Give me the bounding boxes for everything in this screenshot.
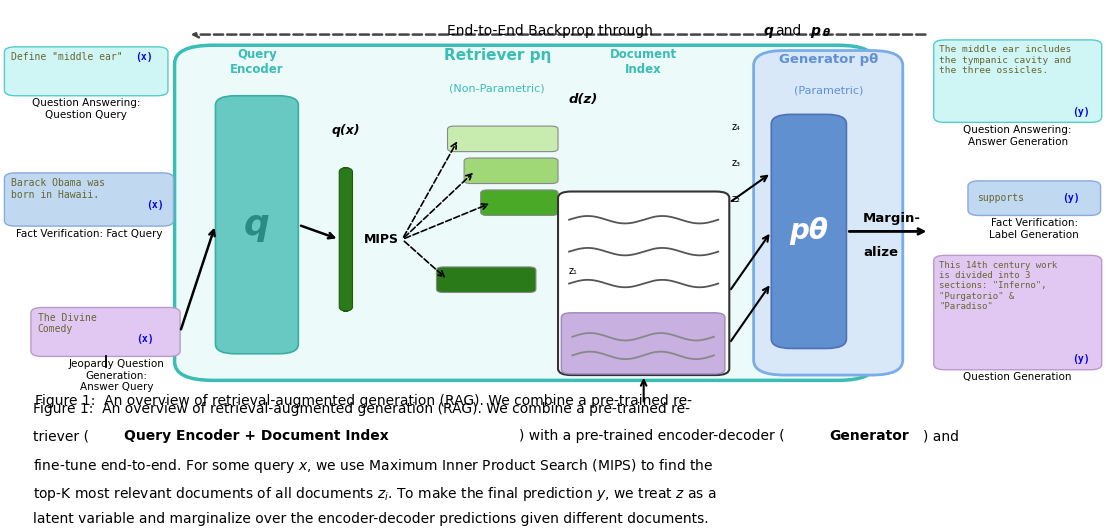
Text: Figure 1:  An overview of retrieval-augmented generation (RAG). We combine a pre: Figure 1: An overview of retrieval-augme… <box>35 394 693 408</box>
Text: ) with a pre-trained encoder-decoder (: ) with a pre-trained encoder-decoder ( <box>519 429 785 443</box>
Text: (y): (y) <box>1062 193 1080 203</box>
Text: Fact Verification:
Label Generation: Fact Verification: Label Generation <box>989 218 1080 240</box>
Text: z₂: z₂ <box>732 194 740 204</box>
FancyBboxPatch shape <box>754 51 903 375</box>
Text: Question Answering:
Answer Generation: Question Answering: Answer Generation <box>964 125 1072 147</box>
FancyBboxPatch shape <box>561 313 725 374</box>
Text: fine-tune end-to-end. For some query $x$, we use Maximum Inner Product Search (M: fine-tune end-to-end. For some query $x$… <box>33 457 714 475</box>
FancyBboxPatch shape <box>175 45 876 380</box>
FancyBboxPatch shape <box>481 190 558 215</box>
Text: Define "middle ear": Define "middle ear" <box>11 52 123 62</box>
Text: z₁: z₁ <box>569 266 578 276</box>
Text: Question Answering:
Question Query: Question Answering: Question Query <box>32 98 140 120</box>
Text: d(z): d(z) <box>568 93 598 106</box>
Text: Barack Obama was
born in Hawaii.: Barack Obama was born in Hawaii. <box>11 178 105 200</box>
Text: (x): (x) <box>136 334 154 344</box>
Text: Generator pθ: Generator pθ <box>779 53 877 66</box>
Text: Fact Verification: Fact Query: Fact Verification: Fact Query <box>15 229 162 239</box>
FancyBboxPatch shape <box>436 267 536 293</box>
Text: latent variable and marginalize over the encoder-decoder predictions given diffe: latent variable and marginalize over the… <box>33 512 708 526</box>
Text: (Non-Parametric): (Non-Parametric) <box>450 84 545 94</box>
FancyBboxPatch shape <box>215 96 298 354</box>
FancyBboxPatch shape <box>339 168 352 311</box>
FancyBboxPatch shape <box>464 158 558 184</box>
Text: θ: θ <box>822 28 830 38</box>
FancyBboxPatch shape <box>934 255 1102 370</box>
Text: pθ: pθ <box>789 218 829 245</box>
Text: Jeopardy Question
Generation:
Answer Query: Jeopardy Question Generation: Answer Que… <box>69 359 165 392</box>
Text: (Parametric): (Parametric) <box>793 85 863 95</box>
Text: supports: supports <box>977 193 1024 203</box>
FancyBboxPatch shape <box>448 126 558 152</box>
Text: Figure 1:  An overview of retrieval-augmented generation (RAG). We combine a pre: Figure 1: An overview of retrieval-augme… <box>33 402 691 415</box>
Text: Retriever pη: Retriever pη <box>443 48 551 63</box>
FancyBboxPatch shape <box>31 307 180 356</box>
Text: z₃: z₃ <box>732 158 740 168</box>
Text: Generator: Generator <box>829 429 908 443</box>
Text: Document
Index: Document Index <box>610 48 677 76</box>
FancyBboxPatch shape <box>771 114 846 348</box>
Text: q: q <box>244 208 270 242</box>
Text: This 14th century work
is divided into 3
sections: "Inferno",
"Purgatorio" &
"Pa: This 14th century work is divided into 3… <box>939 261 1057 311</box>
Text: End-to-End Backprop through: End-to-End Backprop through <box>448 24 657 38</box>
Text: The middle ear includes
the tympanic cavity and
the three ossicles.: The middle ear includes the tympanic cav… <box>939 45 1072 75</box>
Text: q(x): q(x) <box>332 124 360 137</box>
Text: Query
Encoder: Query Encoder <box>230 48 284 76</box>
FancyBboxPatch shape <box>558 192 729 375</box>
Text: triever (: triever ( <box>33 429 90 443</box>
Text: (x): (x) <box>135 52 152 62</box>
Text: Margin-: Margin- <box>863 212 920 225</box>
Text: and: and <box>775 24 801 38</box>
Text: (y): (y) <box>1072 354 1090 364</box>
Text: alize: alize <box>863 246 898 259</box>
Text: z₄: z₄ <box>732 122 740 132</box>
Text: top-K most relevant documents of all documents $z_i$. To make the final predicti: top-K most relevant documents of all doc… <box>33 485 717 503</box>
FancyBboxPatch shape <box>4 47 168 96</box>
Text: Query Encoder + Document Index: Query Encoder + Document Index <box>124 429 389 443</box>
FancyBboxPatch shape <box>934 40 1102 122</box>
FancyBboxPatch shape <box>4 173 173 226</box>
Text: The Divine
Comedy: The Divine Comedy <box>38 313 96 335</box>
Text: (x): (x) <box>146 200 164 210</box>
Text: ) and: ) and <box>923 429 959 443</box>
Text: Question Generation: Question Generation <box>964 372 1072 383</box>
Text: MIPS: MIPS <box>364 233 399 246</box>
Text: (y): (y) <box>1072 107 1090 117</box>
FancyBboxPatch shape <box>968 181 1101 215</box>
Text: p: p <box>811 24 820 38</box>
Text: q: q <box>764 24 772 38</box>
